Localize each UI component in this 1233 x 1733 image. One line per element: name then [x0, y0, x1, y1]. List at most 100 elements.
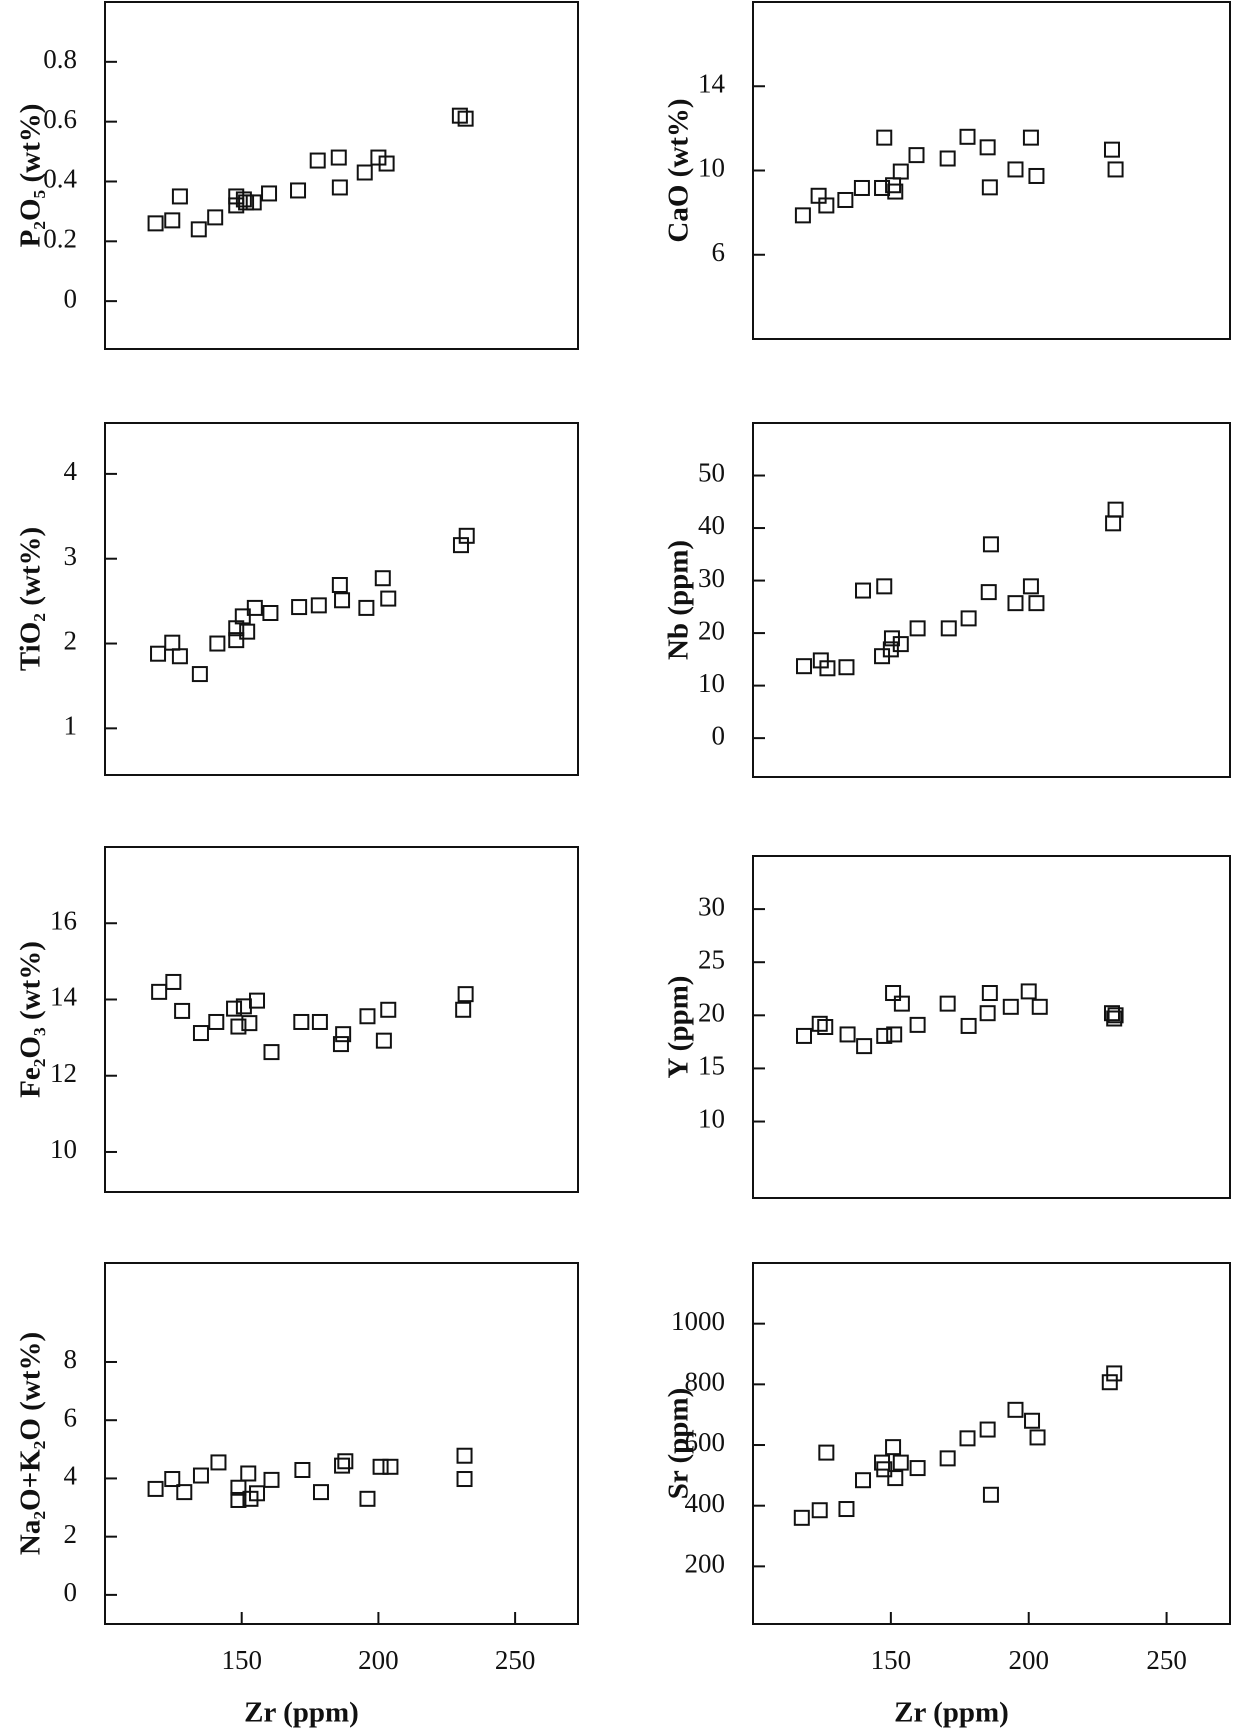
- data-point: [226, 1000, 243, 1017]
- data-point: [147, 1480, 164, 1497]
- data-point: [262, 604, 279, 621]
- data-point: [855, 1472, 872, 1489]
- data-point: [1107, 1007, 1124, 1024]
- data-point: [372, 1458, 389, 1475]
- data-point: [330, 149, 347, 166]
- x-tick-label: 150: [221, 1645, 262, 1675]
- data-point: [235, 191, 252, 208]
- data-point: [337, 1453, 354, 1470]
- y-tick-label: 800: [685, 1367, 726, 1397]
- data-point: [1029, 1429, 1046, 1446]
- data-point: [979, 1005, 996, 1022]
- data-point: [876, 578, 893, 595]
- data-point: [370, 149, 387, 166]
- data-point: [981, 985, 998, 1002]
- data-point: [885, 985, 902, 1002]
- data-point: [171, 188, 188, 205]
- y-tick-label: 6: [64, 1402, 78, 1432]
- y-tick-label: 0.8: [43, 44, 77, 74]
- plot-frame: [104, 422, 579, 776]
- data-point: [209, 635, 226, 652]
- plot-frame: [104, 1262, 579, 1625]
- data-point: [882, 641, 899, 658]
- data-point: [309, 152, 326, 169]
- data-point: [249, 1485, 266, 1502]
- y-tick-label: 2: [64, 1519, 78, 1549]
- data-point: [1007, 595, 1024, 612]
- data-point: [838, 1501, 855, 1518]
- plot-frame: [752, 1, 1231, 340]
- data-point: [356, 164, 373, 181]
- data-point: [332, 1036, 349, 1053]
- data-point: [887, 183, 904, 200]
- y-tick-label: 0.4: [43, 164, 77, 194]
- data-point: [839, 1026, 856, 1043]
- y-tick-label: 0: [64, 1577, 78, 1607]
- data-point: [451, 107, 468, 124]
- y-axis-label: TiO₂ (wt%): [15, 527, 47, 671]
- plot-frame: [752, 422, 1231, 778]
- x-tick-label: 200: [1008, 1645, 1049, 1675]
- data-point: [230, 1018, 247, 1035]
- data-point: [1103, 141, 1120, 158]
- plot-frame: [752, 855, 1231, 1199]
- data-point: [239, 623, 256, 640]
- data-point: [959, 1430, 976, 1447]
- data-point: [208, 1013, 225, 1030]
- data-point: [234, 608, 251, 625]
- x-axis-label: Zr (ppm): [894, 1697, 1009, 1729]
- y-tick-label: 14: [698, 68, 726, 98]
- data-point: [291, 599, 308, 616]
- y-tick-label: 4: [64, 456, 78, 486]
- data-point: [151, 983, 168, 1000]
- data-point: [293, 1013, 310, 1030]
- plot-frame: [104, 1, 579, 350]
- data-point: [796, 658, 813, 675]
- data-point: [457, 110, 474, 127]
- plot-frame: [104, 846, 579, 1193]
- data-point: [1002, 998, 1019, 1015]
- data-point: [981, 179, 998, 196]
- data-point: [310, 597, 327, 614]
- data-point: [1028, 595, 1045, 612]
- data-point: [1024, 1412, 1041, 1429]
- data-point: [886, 1026, 903, 1043]
- data-point: [1107, 161, 1124, 178]
- data-point: [455, 1001, 472, 1018]
- data-point: [147, 215, 164, 232]
- data-point: [230, 1491, 247, 1508]
- data-point: [290, 182, 307, 199]
- data-point: [1007, 1401, 1024, 1418]
- data-point: [335, 1026, 352, 1043]
- data-point: [191, 666, 208, 683]
- y-tick-label: 1000: [671, 1306, 725, 1336]
- data-point: [358, 599, 375, 616]
- y-axis-label: Na₂O+K₂O (wt%): [15, 1332, 47, 1555]
- data-point: [210, 1454, 227, 1471]
- data-point: [837, 191, 854, 208]
- data-point: [1022, 578, 1039, 595]
- data-point: [883, 630, 900, 647]
- data-point: [796, 1027, 813, 1044]
- data-point: [908, 147, 925, 164]
- data-point: [334, 592, 351, 609]
- data-point: [887, 1470, 904, 1487]
- data-point: [817, 1019, 834, 1035]
- data-point: [452, 537, 469, 554]
- data-point: [793, 1509, 810, 1526]
- data-point: [207, 209, 224, 226]
- data-point: [940, 620, 957, 637]
- y-tick-label: 3: [64, 541, 78, 571]
- plot-frame: [752, 1262, 1231, 1625]
- data-point: [164, 1471, 181, 1488]
- data-point: [959, 128, 976, 145]
- data-point: [818, 1444, 835, 1461]
- x-tick-label: 200: [358, 1645, 399, 1675]
- data-point: [892, 636, 909, 653]
- data-point: [312, 1484, 329, 1501]
- data-point: [241, 1015, 258, 1032]
- data-point: [960, 610, 977, 627]
- y-tick-label: 30: [698, 563, 725, 593]
- y-axis-label: Y (ppm): [663, 976, 695, 1079]
- y-tick-label: 400: [685, 1488, 726, 1518]
